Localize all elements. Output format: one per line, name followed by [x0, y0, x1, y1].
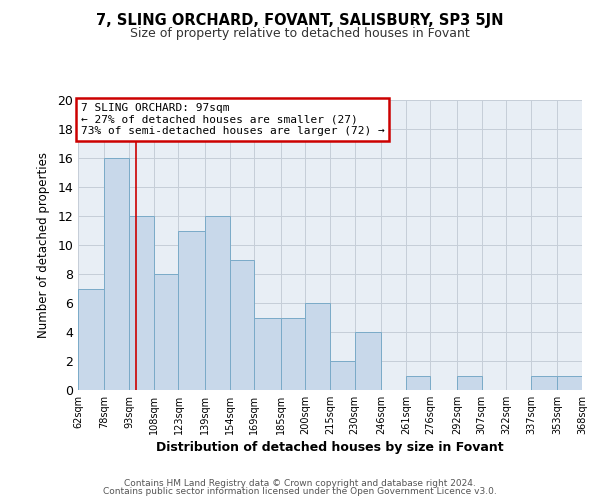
Bar	[154, 274, 178, 390]
Text: 7 SLING ORCHARD: 97sqm
← 27% of detached houses are smaller (27)
73% of semi-det: 7 SLING ORCHARD: 97sqm ← 27% of detached…	[80, 103, 384, 136]
Bar	[305, 303, 330, 390]
Bar	[355, 332, 381, 390]
Bar	[281, 318, 305, 390]
Text: Contains HM Land Registry data © Crown copyright and database right 2024.: Contains HM Land Registry data © Crown c…	[124, 478, 476, 488]
Text: Size of property relative to detached houses in Fovant: Size of property relative to detached ho…	[130, 28, 470, 40]
Bar	[254, 318, 281, 390]
Bar	[230, 260, 254, 390]
Bar	[406, 376, 430, 390]
Bar	[457, 376, 482, 390]
Bar	[178, 230, 205, 390]
Bar	[104, 158, 129, 390]
Text: 7, SLING ORCHARD, FOVANT, SALISBURY, SP3 5JN: 7, SLING ORCHARD, FOVANT, SALISBURY, SP3…	[96, 12, 504, 28]
Bar	[205, 216, 230, 390]
Bar	[531, 376, 557, 390]
X-axis label: Distribution of detached houses by size in Fovant: Distribution of detached houses by size …	[156, 441, 504, 454]
Bar	[78, 288, 104, 390]
Bar	[330, 361, 355, 390]
Bar	[129, 216, 154, 390]
Text: Contains public sector information licensed under the Open Government Licence v3: Contains public sector information licen…	[103, 487, 497, 496]
Bar	[557, 376, 582, 390]
Y-axis label: Number of detached properties: Number of detached properties	[37, 152, 50, 338]
